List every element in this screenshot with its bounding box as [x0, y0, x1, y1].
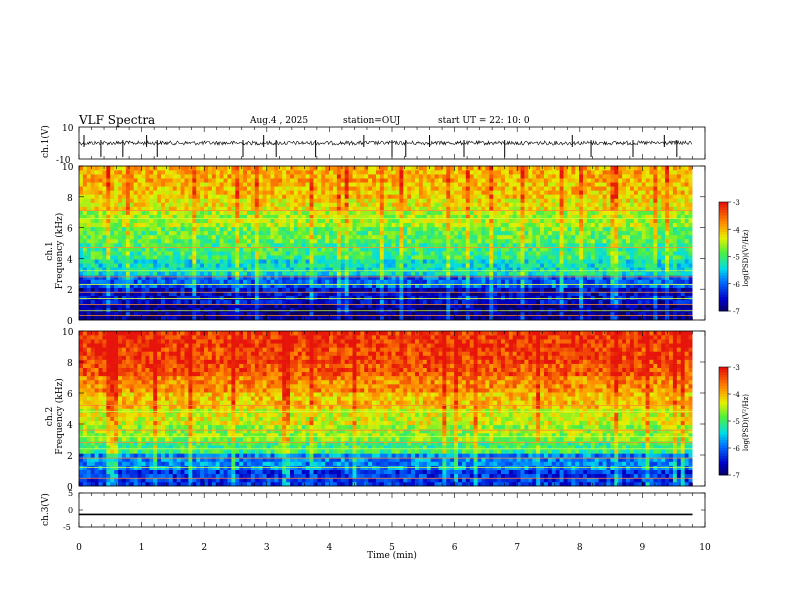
- ch1-spectrogram-colorbar-tick: -7: [733, 308, 740, 316]
- figure-title: VLF Spectra: [78, 113, 155, 127]
- x-tick-label: 4: [327, 543, 333, 553]
- x-tick-label: 1: [139, 543, 145, 553]
- x-tick-label: 6: [452, 543, 458, 553]
- ch2-spectrogram-ytick: 4: [67, 421, 73, 431]
- date-label: Aug.4 , 2025: [249, 116, 308, 126]
- ch2-spectrogram-ytick: 2: [67, 452, 73, 462]
- ch2-spectrogram-xticks: [78, 331, 706, 486]
- ch1-spectrogram-colorbar-tick: -5: [733, 254, 740, 262]
- ch1-spectrogram-colorbar-label: log(PSD)(V²/Hz): [742, 229, 750, 286]
- x-tick-label: 2: [201, 543, 207, 553]
- ch2-spectrogram-colorbar-tick: -6: [733, 445, 740, 453]
- ch1-spectrogram-colorbar-tick: -3: [733, 199, 740, 207]
- station-label: station=OUJ: [343, 116, 401, 126]
- ch1-waveform-ylabel: ch.1(V): [40, 125, 51, 158]
- ch1-waveform-xticks: [78, 127, 706, 159]
- ch2-spectrogram-colorbar-tick: -4: [733, 391, 740, 399]
- ch1-spectrogram-colorbar: [718, 201, 731, 312]
- ch2-spectrogram-ytick: 0: [67, 483, 73, 493]
- ch1-waveform-trace: [78, 139, 693, 147]
- ch1-spectrogram-ytick: 4: [67, 255, 73, 265]
- ch2-spectrogram-ytick: 6: [67, 390, 73, 400]
- ch1-ytick-bottom: -10: [56, 156, 71, 166]
- ch2-spectrogram-ytick: 10: [62, 328, 74, 338]
- x-tick-label: 0: [76, 543, 82, 553]
- ch2-spectrogram-ylabel: ch.2Frequency (kHz): [45, 378, 65, 455]
- x-tick-label: 5: [389, 543, 395, 553]
- ch2-spectrogram-colorbar-tick: -3: [733, 364, 740, 372]
- ch3-ytick: -5: [63, 523, 71, 532]
- ch1-spectrogram-ytick: 6: [67, 225, 73, 235]
- ch2-spectrogram-nodata: [692, 331, 705, 486]
- ch1-spectrogram-colorbar-tick: -6: [733, 281, 740, 289]
- ch1-spectrogram-ytick: 10: [62, 163, 74, 173]
- ch2-spectrogram-colorbar: [718, 366, 731, 476]
- ch1-spectrogram-xticks: [78, 166, 706, 320]
- ch1-spectrogram-ylabel: ch.1Frequency (kHz): [45, 213, 65, 290]
- ch2-spectrogram-colorbar-label: log(PSD)(V²/Hz): [742, 394, 750, 451]
- start-time-label: start UT = 22: 10: 0: [438, 116, 530, 126]
- ch2-spectrogram-heatmap: [79, 331, 693, 487]
- x-tick-label: 10: [699, 543, 711, 553]
- ch1-spectrogram-ytick: 8: [67, 194, 73, 204]
- ch3-waveform-xticks: [78, 493, 706, 527]
- ch1-spectrogram-colorbar-tick: -4: [733, 226, 740, 234]
- x-axis-label: Time (min): [367, 550, 417, 561]
- ch2-spectrogram-ytick: 8: [67, 359, 73, 369]
- ch2-spectrogram-colorbar-tick: -7: [733, 472, 740, 480]
- ch3-waveform-ylabel: ch.3(V): [40, 493, 51, 526]
- x-tick-label: 3: [264, 543, 270, 553]
- x-tick-label: 8: [577, 543, 583, 553]
- ch1-ytick-top: 10: [62, 124, 74, 134]
- ch3-ytick: 0: [68, 506, 73, 515]
- ch2-spectrogram-colorbar-tick: -5: [733, 418, 740, 426]
- ch3-ytick: 5: [68, 489, 73, 498]
- ch1-spectrogram-ytick: 0: [67, 317, 73, 327]
- ch1-spectrogram-nodata: [692, 166, 705, 320]
- x-tick-label: 9: [640, 543, 646, 553]
- ch3-waveform-frame: [78, 492, 706, 528]
- x-tick-label: 7: [514, 543, 520, 553]
- ch1-spectrogram-heatmap: [79, 166, 693, 321]
- ch1-spectrogram-ytick: 2: [67, 286, 73, 296]
